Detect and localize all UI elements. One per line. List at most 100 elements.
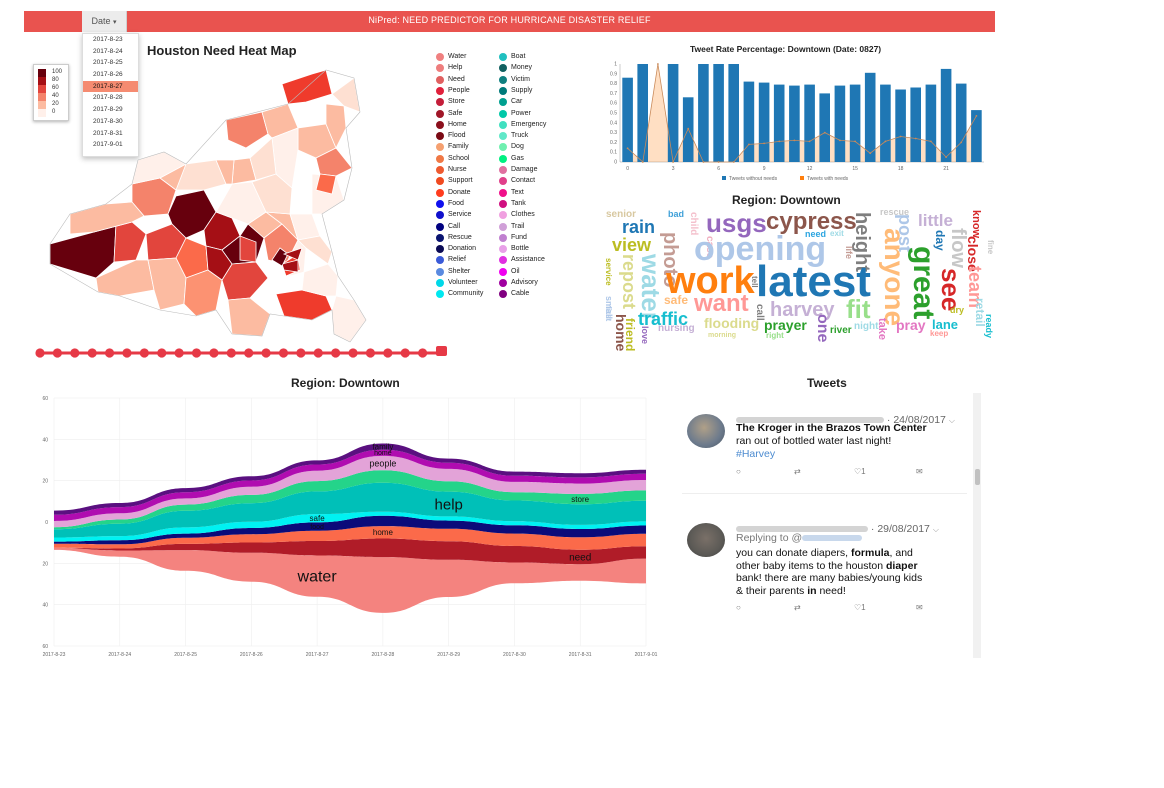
time-slider-step[interactable] — [104, 348, 115, 358]
avatar[interactable] — [687, 414, 725, 448]
time-slider-step[interactable] — [365, 348, 376, 358]
word-cloud-word[interactable]: traffic — [638, 309, 689, 329]
time-slider-step[interactable] — [174, 348, 184, 358]
map-region[interactable] — [239, 235, 257, 263]
word-cloud-word[interactable]: love — [640, 326, 650, 345]
stream-layer-store[interactable] — [54, 470, 646, 530]
bar-without-needs[interactable] — [834, 85, 846, 162]
time-slider-step[interactable] — [139, 348, 149, 358]
with-needs-point[interactable] — [641, 161, 644, 163]
time-slider-step[interactable] — [122, 348, 132, 358]
with-needs-point[interactable] — [626, 147, 629, 150]
tweet-card[interactable]: · 29/08/2017 ⌵ Replying to @ you can don… — [682, 523, 967, 618]
with-needs-point[interactable] — [884, 140, 887, 143]
stream-layer-water[interactable] — [54, 547, 646, 613]
with-needs-point[interactable] — [854, 140, 856, 143]
word-cloud-word[interactable]: one — [814, 314, 831, 343]
stream-layer-food[interactable] — [54, 515, 646, 545]
bar-without-needs[interactable] — [971, 110, 982, 162]
word-cloud-word[interactable]: view — [612, 235, 652, 255]
stream-layer-help[interactable] — [54, 482, 646, 538]
with-needs-point[interactable] — [975, 115, 978, 117]
time-slider-step[interactable] — [244, 348, 254, 358]
date-option[interactable]: 2017-8-25 — [93, 59, 123, 67]
word-cloud-word[interactable]: right — [766, 331, 784, 340]
map-region[interactable] — [281, 259, 299, 273]
date-option[interactable]: 2017-8-27 — [83, 80, 138, 93]
with-needs-point[interactable] — [717, 161, 720, 163]
word-cloud-word[interactable]: need — [805, 229, 827, 239]
with-needs-point[interactable] — [960, 141, 963, 144]
map-region[interactable] — [301, 263, 339, 297]
word-cloud-word[interactable]: keep — [930, 329, 949, 338]
houston-heat-map[interactable] — [36, 64, 376, 346]
word-cloud-word[interactable]: little — [918, 211, 953, 230]
word-cloud-word[interactable]: great — [907, 246, 940, 320]
map-region[interactable] — [147, 257, 187, 311]
map-region[interactable] — [225, 111, 269, 149]
bar-without-needs[interactable] — [637, 64, 648, 162]
time-slider-step[interactable] — [70, 348, 80, 358]
stream-layer-need[interactable] — [54, 538, 646, 565]
chevron-down-icon[interactable]: ⌵ — [932, 525, 939, 534]
word-cloud-word[interactable]: fine — [986, 240, 995, 255]
bar-without-needs[interactable] — [743, 81, 755, 162]
tweets-feed[interactable]: · 24/08/2017 ⌵ The Kroger in the Brazos … — [682, 397, 974, 659]
map-region[interactable] — [325, 103, 347, 149]
word-cloud-word[interactable]: ready — [984, 314, 994, 339]
word-cloud-word[interactable]: take — [876, 318, 888, 341]
map-region[interactable] — [227, 297, 271, 337]
mail-icon[interactable]: ✉ — [916, 603, 923, 612]
with-needs-point[interactable] — [657, 63, 659, 65]
time-slider-step[interactable] — [157, 348, 167, 358]
with-needs-point[interactable] — [687, 127, 690, 130]
chevron-down-icon[interactable]: ⌵ — [948, 416, 955, 425]
retweet-icon[interactable]: ⇄ — [794, 467, 801, 476]
time-slider-step[interactable] — [191, 348, 202, 358]
word-cloud-word[interactable]: friend — [623, 318, 637, 352]
word-cloud-word[interactable]: morning — [708, 332, 736, 339]
time-slider-step[interactable] — [296, 348, 306, 358]
word-cloud-word[interactable]: know — [970, 210, 982, 239]
date-option[interactable]: 2017-8-30 — [93, 117, 123, 125]
word-cloud-word[interactable]: latest — [756, 257, 871, 306]
word-cloud-word[interactable]: opening — [694, 230, 827, 268]
date-option[interactable]: 2017-9-01 — [93, 141, 123, 149]
stream-layer-home[interactable] — [54, 526, 646, 550]
with-needs-point[interactable] — [778, 140, 781, 143]
word-cloud-word[interactable]: pray — [896, 317, 926, 333]
map-region[interactable] — [315, 173, 337, 195]
mail-icon[interactable]: ✉ — [916, 467, 923, 476]
time-slider-step[interactable] — [87, 348, 97, 358]
word-cloud-word[interactable]: want — [694, 290, 749, 317]
time-slider-step[interactable] — [261, 348, 271, 358]
with-needs-point[interactable] — [763, 142, 765, 145]
date-option[interactable]: 2017-8-23 — [93, 36, 123, 43]
with-needs-point[interactable] — [839, 139, 841, 142]
time-slider-step[interactable] — [400, 348, 410, 358]
word-cloud-word[interactable]: work — [666, 260, 755, 302]
word-cloud-word[interactable]: senior — [606, 209, 637, 220]
with-needs-point[interactable] — [793, 139, 796, 142]
word-cloud-word[interactable]: dry — [950, 305, 965, 315]
word-cloud-word[interactable]: anyone — [879, 228, 910, 327]
tweets-scrollbar-thumb[interactable] — [975, 469, 980, 485]
map-region[interactable] — [167, 189, 217, 239]
with-needs-point[interactable] — [945, 156, 947, 158]
time-slider-step[interactable] — [313, 348, 323, 358]
time-slider-step[interactable] — [331, 348, 341, 358]
word-cloud-word[interactable]: usgs — [706, 208, 767, 238]
time-slider-handle[interactable] — [436, 346, 447, 356]
bar-without-needs[interactable] — [864, 72, 876, 162]
time-slider-step[interactable] — [278, 348, 289, 358]
word-cloud-word[interactable]: first — [604, 306, 613, 322]
map-region[interactable] — [205, 245, 233, 281]
time-slider-step[interactable] — [348, 348, 358, 358]
map-region[interactable] — [297, 235, 333, 265]
stream-layer-people[interactable] — [54, 455, 646, 528]
bar-without-needs[interactable] — [713, 64, 724, 162]
word-cloud-word[interactable]: nursing — [658, 323, 695, 334]
word-cloud-word[interactable]: service — [604, 258, 613, 286]
bar-without-needs[interactable] — [880, 84, 891, 162]
date-dropdown-button[interactable]: Date ▾ — [82, 11, 127, 32]
